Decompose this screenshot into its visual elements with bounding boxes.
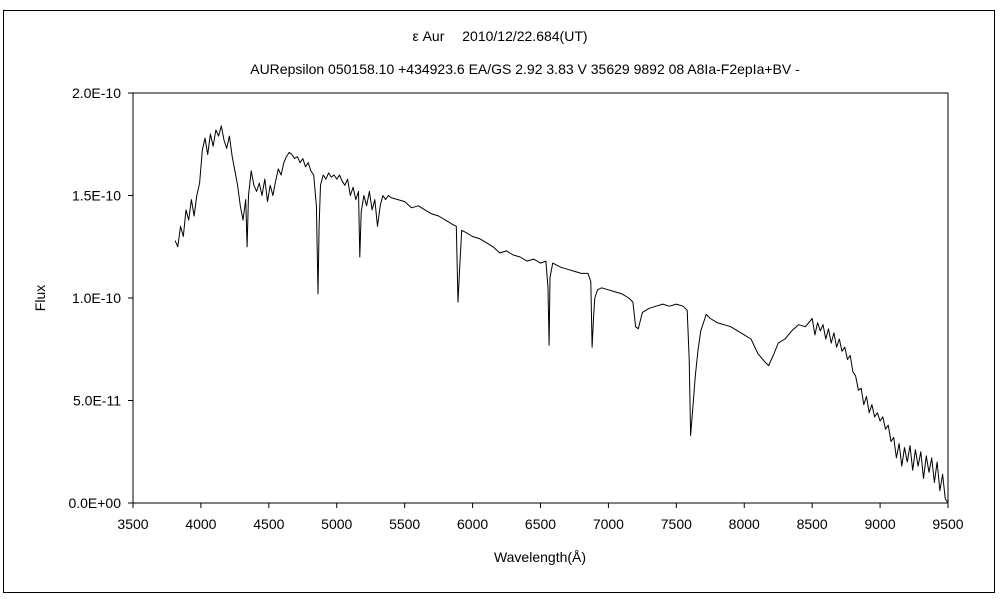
x-axis: 3500 4000 4500 5000 5500 6000 6500 7000 7500 8000… [117, 503, 964, 532]
x-tick-label: 3500 [117, 516, 148, 532]
x-tick-label: 4000 [185, 516, 216, 532]
x-tick-label: 5500 [389, 516, 420, 532]
x-tick-label: 7500 [661, 516, 692, 532]
x-tick-label: 4500 [253, 516, 284, 532]
x-tick-label: 6500 [525, 516, 556, 532]
x-axis-label: Wavelength(Å) [494, 549, 586, 565]
x-tick-label: 7000 [593, 516, 624, 532]
plot-area [132, 92, 949, 504]
y-tick-label: 0.0E+00 [68, 495, 121, 511]
x-tick-label: 6000 [457, 516, 488, 532]
x-tick-label: 8500 [797, 516, 828, 532]
flux-series-line [174, 125, 949, 504]
x-tick-label: 9000 [865, 516, 896, 532]
chart-frame [3, 10, 995, 593]
chart-title: ε Aur 2010/12/22.684(UT) [412, 28, 588, 44]
y-tick-label: 1.0E-10 [72, 290, 121, 306]
y-axis: 0.0E+00 5.0E-11 1.0E-10 1.5E-10 2.0E-10 [68, 85, 133, 511]
y-tick-label: 5.0E-11 [73, 393, 121, 409]
series-group [174, 125, 949, 504]
chart-subtitle: AURepsilon 050158.10 +434923.6 EA/GS 2.9… [250, 61, 800, 77]
x-tick-label: 8000 [729, 516, 760, 532]
x-tick-label: 9500 [932, 516, 963, 532]
y-tick-label: 2.0E-10 [72, 85, 121, 101]
x-tick-label: 5000 [321, 516, 352, 532]
y-axis-label: Flux [32, 285, 48, 311]
y-tick-label: 1.5E-10 [72, 188, 121, 204]
